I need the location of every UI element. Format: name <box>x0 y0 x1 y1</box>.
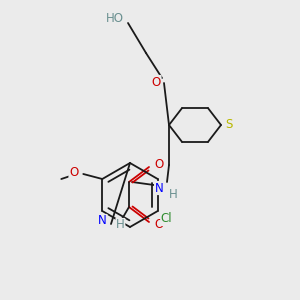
Text: O: O <box>154 158 163 172</box>
Text: H: H <box>169 188 177 200</box>
Text: N: N <box>98 214 107 227</box>
Text: O: O <box>152 76 161 88</box>
Text: S: S <box>225 118 232 131</box>
Text: O: O <box>154 218 163 230</box>
Text: HO: HO <box>106 11 124 25</box>
Text: Cl: Cl <box>161 212 172 226</box>
Text: H: H <box>116 218 125 232</box>
Text: O: O <box>69 166 78 178</box>
Text: N: N <box>154 182 164 194</box>
